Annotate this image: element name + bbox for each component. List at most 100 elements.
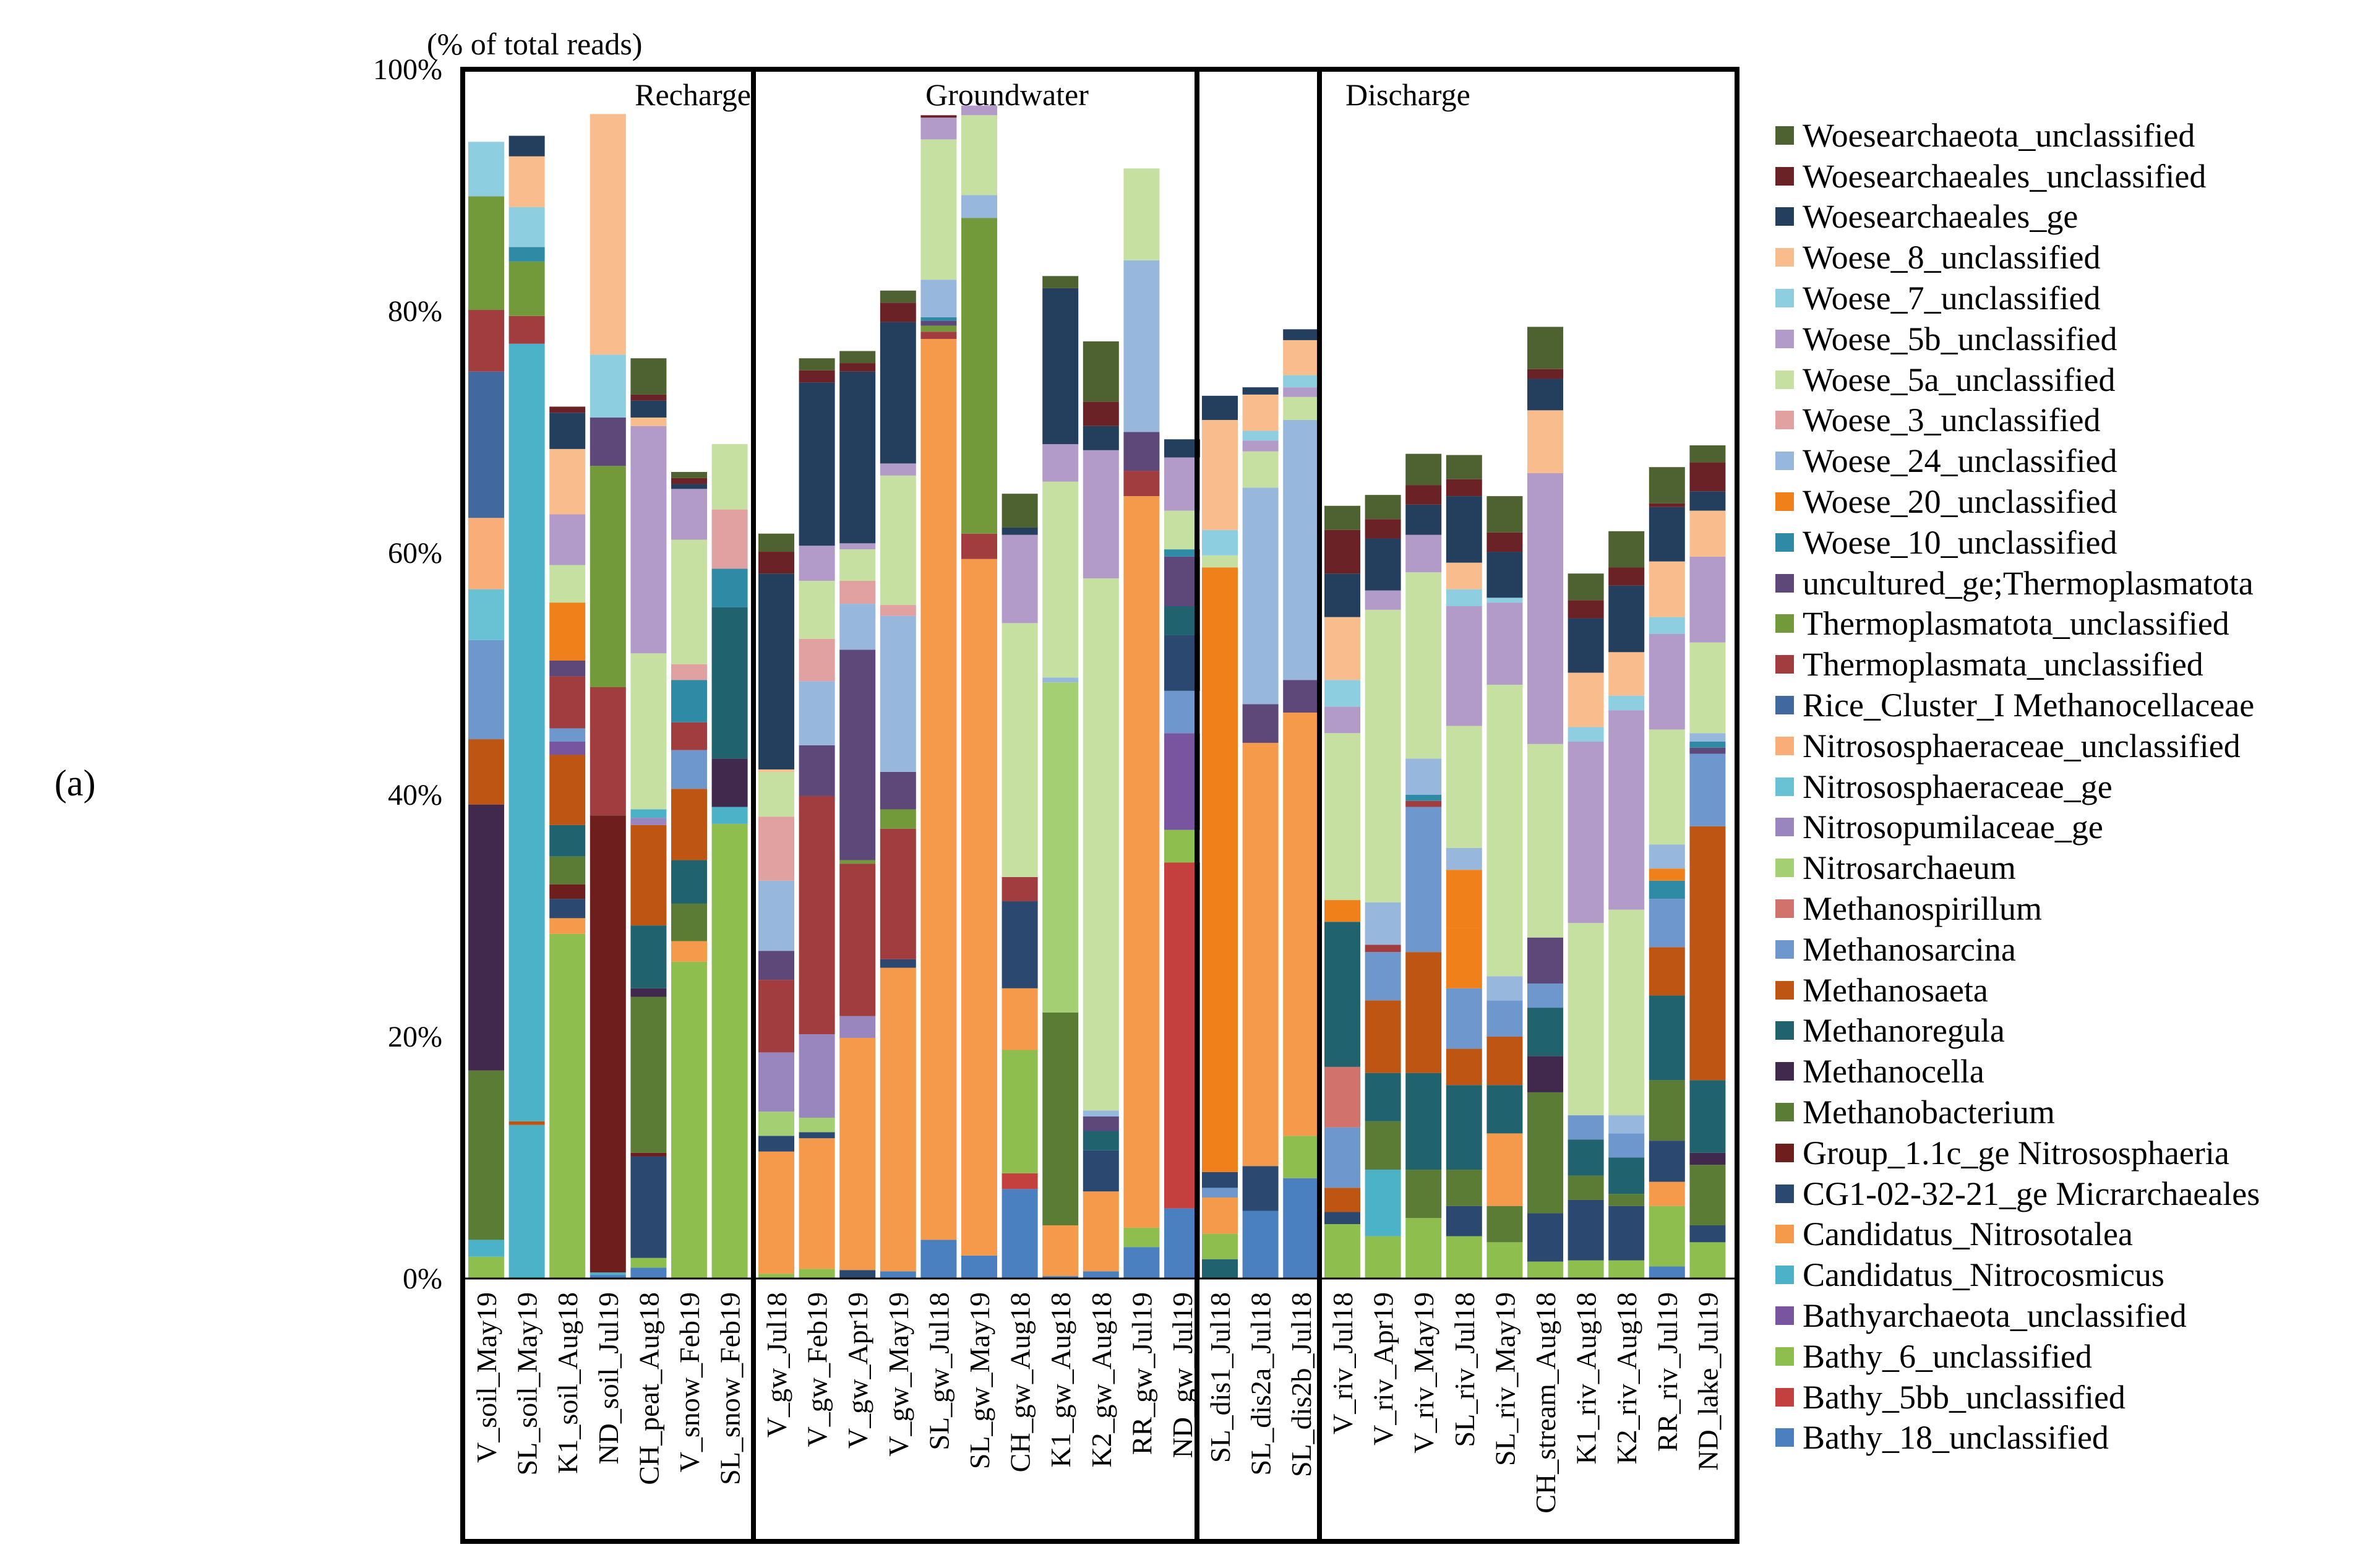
bar-segment: [880, 605, 916, 616]
bar-segment: [1365, 495, 1401, 520]
bar-segment: [1002, 988, 1038, 1050]
bar-segment: [1608, 531, 1645, 568]
bar-segment: [1608, 1206, 1645, 1261]
bar-segment: [799, 681, 835, 745]
bar-segment: [1083, 1116, 1119, 1131]
bar-segment: [1283, 1178, 1319, 1279]
bar-segment: [630, 418, 667, 426]
legend-item: Thermoplasmata_unclassified: [1775, 644, 2260, 685]
x-tick-label: V_gw_Apr19: [842, 1292, 873, 1449]
group-header: Recharge: [635, 77, 751, 112]
bar-segment: [549, 406, 586, 413]
bar-segment: [590, 1272, 626, 1275]
bar-segment: [1649, 947, 1685, 996]
legend-item: Woesearchaeales_ge: [1775, 197, 2260, 238]
x-tick-label: SL_gw_May19: [964, 1292, 995, 1469]
bar-segment: [1608, 1157, 1645, 1194]
bar-segment: [1649, 1206, 1685, 1267]
x-tick-label: SL_soil_May19: [512, 1292, 543, 1475]
bar-segment: [1446, 870, 1482, 928]
bar-segment: [799, 1132, 835, 1139]
bar-segment: [468, 310, 504, 372]
legend-swatch: [1775, 899, 1794, 919]
bar-segment: [1083, 341, 1119, 402]
bar-segment: [758, 533, 794, 552]
bar-segment: [1242, 1210, 1279, 1279]
legend-item: Woese_20_unclassified: [1775, 481, 2260, 522]
bar-segment: [1242, 394, 1279, 431]
bar-segment: [1608, 1133, 1645, 1158]
y-tick-label: 40%: [388, 779, 442, 812]
bar-segment: [671, 750, 707, 789]
bar-segment: [758, 1112, 794, 1136]
bar-segment: [1042, 677, 1079, 683]
bar-segment: [1568, 573, 1604, 601]
x-tick-label: SL_snow_Feb19: [714, 1292, 746, 1485]
legend-item: uncultured_ge;Thermoplasmatota: [1775, 563, 2260, 604]
bar-segment: [671, 903, 707, 941]
bar-segment: [630, 426, 667, 654]
bar-segment: [1689, 826, 1726, 1081]
bar-segment: [839, 549, 876, 581]
legend-label: Woese_24_unclassified: [1803, 442, 2117, 480]
legend-item: Methanospirillum: [1775, 888, 2260, 929]
bar-segment: [1446, 562, 1482, 589]
bar-segment: [1486, 1085, 1523, 1134]
bar-segment: [1527, 473, 1563, 744]
legend-item: CG1-02-32-21_ge Micrarchaeales: [1775, 1173, 2260, 1214]
bar-segment: [1202, 529, 1238, 555]
legend-label: Woesearchaeales_unclassified: [1803, 157, 2207, 195]
bar-segment: [1202, 1197, 1238, 1234]
bar-segment: [1202, 419, 1238, 530]
bar-segment: [839, 1016, 876, 1038]
bar-segment: [1164, 829, 1200, 863]
legend-label: Thermoplasmata_unclassified: [1803, 646, 2203, 683]
bar-segment: [1689, 1152, 1726, 1165]
bar-segment: [758, 1151, 794, 1274]
bar-segment: [630, 358, 667, 395]
bar-segment: [1283, 375, 1319, 388]
bar-segment: [1164, 606, 1200, 635]
bar-segment: [1242, 742, 1279, 1167]
x-tick-label: V_riv_Apr19: [1368, 1292, 1399, 1446]
legend-item: Bathyarchaeota_unclassified: [1775, 1295, 2260, 1336]
bar-segment: [1446, 455, 1482, 479]
bar-segment: [1689, 1080, 1726, 1153]
bar-segment: [758, 1052, 794, 1112]
bar-segment: [1042, 288, 1079, 445]
bar-segment: [1527, 937, 1563, 983]
legend-label: Methanosarcina: [1803, 930, 2016, 968]
bar-segment: [1123, 496, 1160, 1228]
bar-segment: [671, 941, 707, 962]
x-tick-label: SL_riv_May19: [1489, 1292, 1521, 1466]
bar-segment: [1527, 1261, 1563, 1279]
bar-segment: [839, 604, 876, 650]
bar-segment: [1283, 340, 1319, 375]
legend-swatch: [1775, 370, 1794, 389]
bar-segment: [799, 370, 835, 383]
legend-label: Candidatus_Nitrosotalea: [1803, 1215, 2133, 1253]
bar-segment: [1649, 503, 1685, 507]
x-tick-label: CH_gw_Aug18: [1005, 1292, 1036, 1472]
bar-segment: [758, 980, 794, 1053]
bar-segment: [468, 142, 504, 197]
bar-segment: [1164, 510, 1200, 550]
bar-segment: [1689, 642, 1726, 734]
bar-segment: [1324, 617, 1360, 680]
legend-swatch: [1775, 1225, 1794, 1244]
bar-segment: [1405, 534, 1442, 573]
bar-segment: [590, 1275, 626, 1279]
bar-segment: [1042, 444, 1079, 482]
bar-segment: [1365, 1236, 1401, 1279]
bar-segment: [1608, 652, 1645, 696]
legend-label: Methanocella: [1803, 1053, 1984, 1090]
bar-segment: [1042, 1225, 1079, 1277]
y-axis-title: (% of total reads): [427, 27, 642, 61]
bar-segment: [758, 769, 794, 772]
bar-segment: [961, 195, 997, 218]
legend-label: Nitrosarchaeum: [1803, 849, 2016, 887]
y-tick-label: 100%: [373, 53, 442, 86]
bar-segment: [590, 815, 626, 1273]
bar-segment: [1446, 1170, 1482, 1206]
bar-segment: [920, 280, 957, 317]
